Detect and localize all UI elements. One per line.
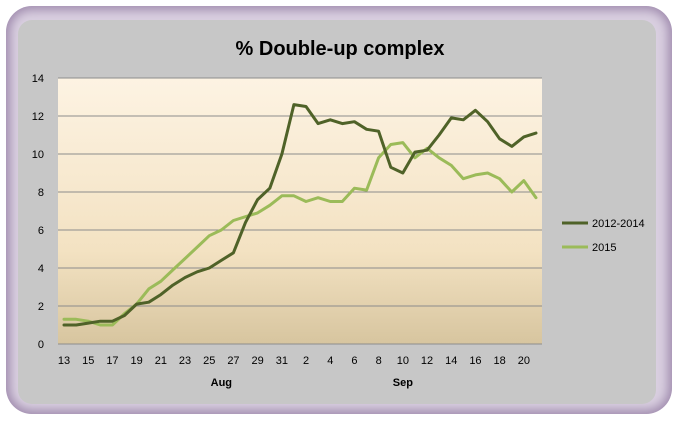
x-tick-label: 14 [445,355,457,367]
x-tick-label: 12 [421,355,433,367]
x-tick-label: 29 [252,355,264,367]
x-tick-label: 13 [58,355,70,367]
x-tick-label: 31 [276,355,288,367]
x-tick-label: 23 [179,355,191,367]
x-tick-label: 18 [494,355,506,367]
x-tick-label: 21 [155,355,167,367]
month-label: Sep [393,377,413,389]
y-tick-label: 12 [32,111,44,123]
y-tick-label: 8 [38,187,44,199]
x-tick-label: 4 [327,355,333,367]
y-tick-label: 10 [32,149,44,161]
legend-label: 2015 [592,242,616,254]
x-tick-label: 20 [518,355,530,367]
y-tick-label: 0 [38,339,44,351]
x-tick-label: 8 [376,355,382,367]
chart-title: % Double-up complex [236,38,445,60]
x-tick-label: 25 [203,355,215,367]
y-tick-label: 4 [38,263,44,275]
y-tick-label: 2 [38,301,44,313]
x-tick-label: 17 [106,355,118,367]
x-tick-label: 27 [227,355,239,367]
y-tick-label: 6 [38,225,44,237]
y-tick-label: 14 [32,73,44,85]
series-line [62,103,538,327]
x-tick-label: 10 [397,355,409,367]
plot-area [58,78,542,344]
legend-label: 2012-2014 [592,218,645,230]
x-tick-label: 2 [303,355,309,367]
x-tick-label: 19 [131,355,143,367]
x-tick-label: 15 [82,355,94,367]
month-label: Aug [211,377,232,389]
x-tick-label: 6 [351,355,357,367]
series-line [62,141,538,327]
x-tick-label: 16 [469,355,481,367]
